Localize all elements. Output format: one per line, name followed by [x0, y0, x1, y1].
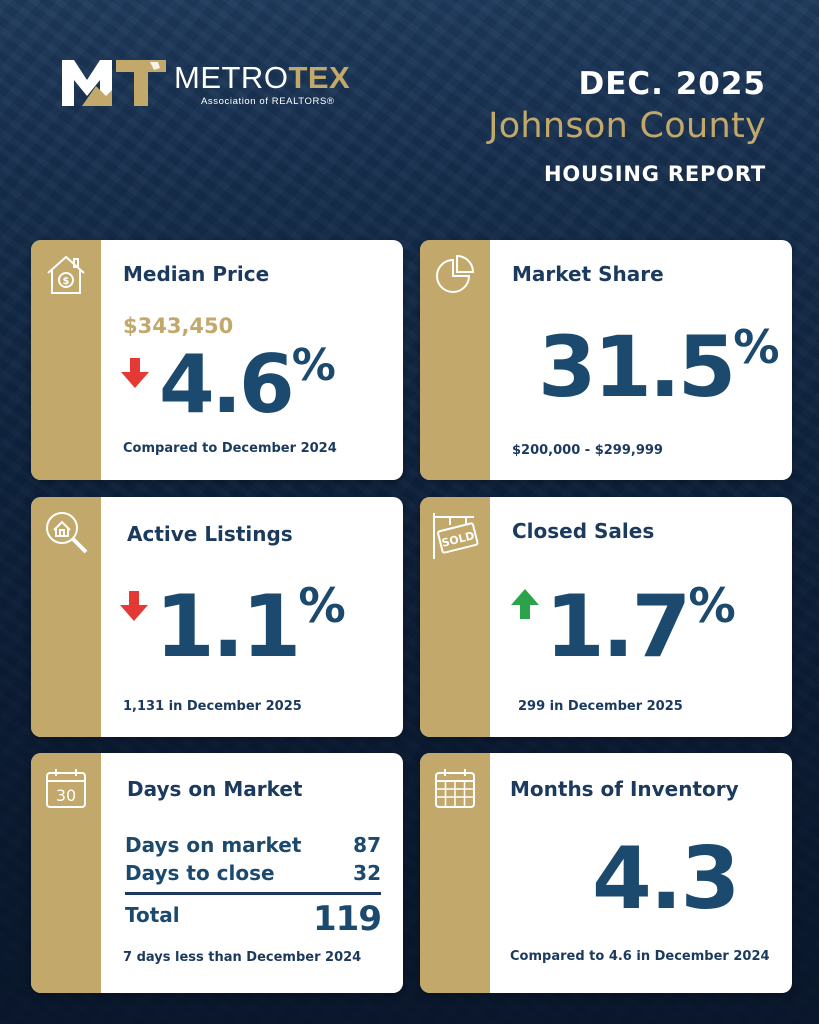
divider [125, 892, 381, 895]
report-title: HOUSING REPORT [543, 162, 766, 186]
days-on-market-table: Days on market 87 Days to close 32 Total… [125, 831, 382, 939]
median-price-value: $343,450 [123, 314, 234, 338]
pie-chart-icon [436, 254, 475, 293]
closed-sales-change: 1.7% [545, 577, 736, 677]
card-accent-strip [31, 753, 101, 993]
dom-total-value: 119 [313, 899, 382, 939]
card-accent-strip [31, 240, 101, 480]
house-search-icon [46, 512, 88, 554]
dom-row-days-to-close: Days to close 32 [125, 859, 381, 887]
card-footer: Compared to 4.6 in December 2024 [510, 949, 770, 964]
report-date: DEC. 2025 [578, 66, 766, 102]
logo-wordmark: METROTEX [174, 60, 350, 96]
median-price-card: $ Median Price $343,450 4.6% Compared to… [31, 240, 403, 480]
dom-row-label: Days to close [125, 861, 275, 885]
percent-sign: % [298, 579, 345, 634]
sold-sign-icon: SOLD [433, 513, 479, 559]
dom-total-label: Total [125, 903, 180, 927]
card-footer: 1,131 in December 2025 [123, 699, 302, 714]
percent-sign: % [291, 340, 336, 391]
active-listings-card: Active Listings 1.1% 1,131 in December 2… [31, 497, 403, 737]
market-share-number: 31.5 [538, 318, 736, 416]
card-title: Median Price [123, 262, 270, 286]
card-title: Days on Market [127, 777, 303, 801]
dom-total-row: Total 119 [125, 899, 382, 939]
calendar-day-text: 30 [56, 786, 76, 805]
card-title: Months of Inventory [510, 777, 739, 801]
dom-row-days-on-market: Days on market 87 [125, 831, 381, 859]
card-accent-strip [420, 240, 490, 480]
card-title: Closed Sales [512, 519, 655, 543]
report-county: Johnson County [488, 106, 766, 146]
logo-mark-icon [62, 60, 166, 106]
active-listings-change-value: 1.1 [155, 577, 301, 677]
days-on-market-card: 30 Days on Market Days on market 87 Days… [31, 753, 403, 993]
closed-sales-card: SOLD Closed Sales 1.7% 299 in December 2… [420, 497, 792, 737]
calendar-30-icon: 30 [46, 769, 86, 808]
svg-text:$: $ [63, 276, 70, 287]
down-arrow-icon [121, 358, 149, 388]
months-inventory-value: 4.3 [592, 829, 740, 929]
logo-subtitle: Association of REALTORS® [201, 96, 335, 107]
market-share-card: Market Share 31.5% $200,000 - $299,999 [420, 240, 792, 480]
dom-row-value: 32 [353, 861, 381, 885]
market-share-value: 31.5% [538, 318, 780, 416]
card-footer: 299 in December 2025 [518, 699, 683, 714]
card-accent-strip [420, 497, 490, 737]
card-title: Market Share [512, 262, 664, 286]
calendar-grid-icon [435, 769, 475, 808]
card-footer: Compared to December 2024 [123, 441, 337, 456]
median-price-change-value: 4.6 [159, 338, 295, 431]
down-arrow-icon [120, 591, 148, 621]
months-of-inventory-card: Months of Inventory 4.3 Compared to 4.6 … [420, 753, 792, 993]
house-dollar-icon: $ [47, 255, 85, 294]
active-listings-change: 1.1% [155, 577, 346, 677]
logo-tex-text: TEX [288, 60, 351, 95]
card-footer: 7 days less than December 2024 [123, 950, 362, 965]
percent-sign: % [688, 579, 735, 634]
metrotex-logo: METROTEX Association of REALTORS® [62, 56, 392, 112]
closed-sales-change-value: 1.7 [545, 577, 691, 677]
dom-row-label: Days on market [125, 833, 302, 857]
up-arrow-icon [511, 589, 539, 619]
logo-metro-text: METRO [174, 60, 289, 95]
card-footer: $200,000 - $299,999 [512, 443, 663, 458]
dom-row-value: 87 [353, 833, 381, 857]
card-title: Active Listings [127, 522, 293, 546]
median-price-change: 4.6% [159, 338, 336, 431]
percent-sign: % [733, 320, 779, 374]
